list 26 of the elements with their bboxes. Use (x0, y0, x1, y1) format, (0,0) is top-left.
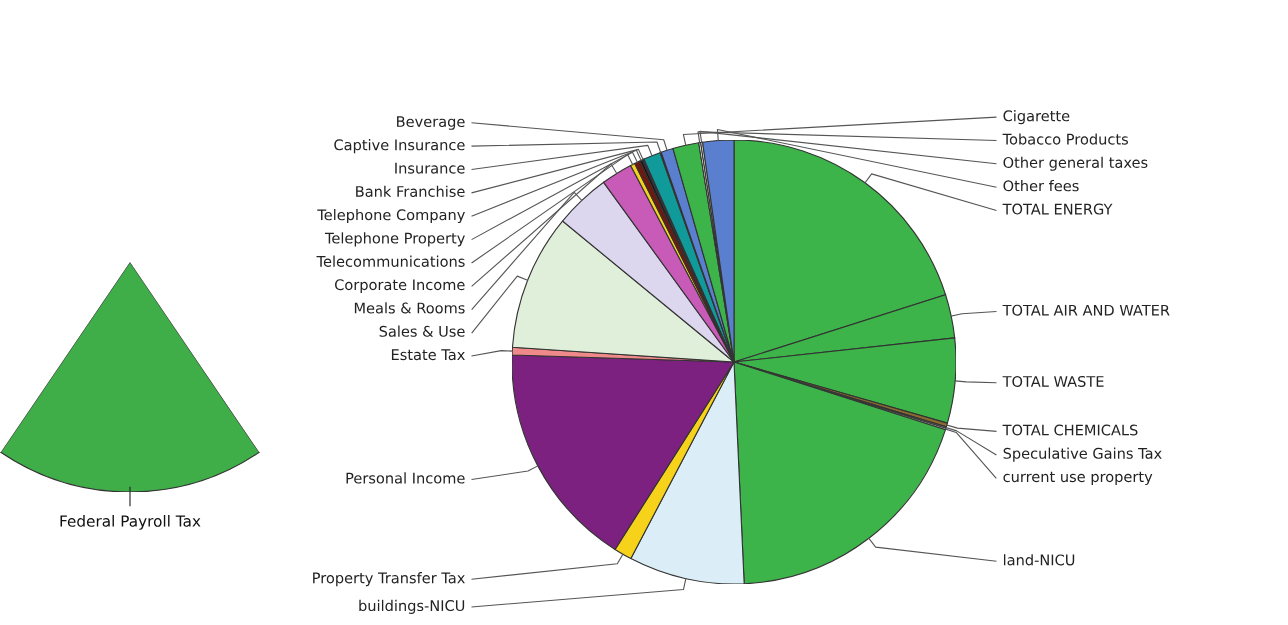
slice-label: Other general taxes (1003, 156, 1148, 171)
slice-label: Tobacco Products (1002, 133, 1129, 145)
slice-label: Telecommunications (316, 255, 465, 267)
slice-label: Speculative Gains Tax (1003, 447, 1162, 462)
slice-label: TOTAL CHEMICALS (1002, 424, 1138, 436)
slice-label: Captive Insurance (334, 139, 465, 154)
slice-label: Property Transfer Tax (313, 572, 465, 587)
slice-label: TOTAL WASTE (1002, 375, 1104, 387)
slice-label: TOTAL AIR AND WATER (1002, 304, 1170, 316)
slice-label: Telephone Company (317, 209, 465, 224)
slice-label: Cigarette (1003, 110, 1070, 125)
slice-label: Meals & Rooms (354, 302, 465, 314)
slice-label: current use property (1003, 471, 1153, 485)
slice-label: Telephone Property (324, 232, 465, 247)
slice-label: land-NICU (1003, 554, 1075, 566)
slice-label: Estate Tax (391, 349, 465, 361)
slice-label: Corporate Income (334, 279, 465, 294)
slice-label: Federal Payroll Tax (60, 515, 201, 530)
slice-label: Bank Franchise (356, 185, 465, 197)
slice-label: Beverage (397, 116, 465, 130)
slice-label: TOTAL ENERGY (1002, 203, 1113, 215)
slice-label: Personal Income (346, 472, 465, 484)
slice-label: buildings-NICU (359, 599, 465, 614)
slice-label: Other fees (1003, 180, 1079, 192)
slice-label: Sales & Use (379, 325, 465, 337)
slice-label: Insurance (395, 162, 465, 174)
